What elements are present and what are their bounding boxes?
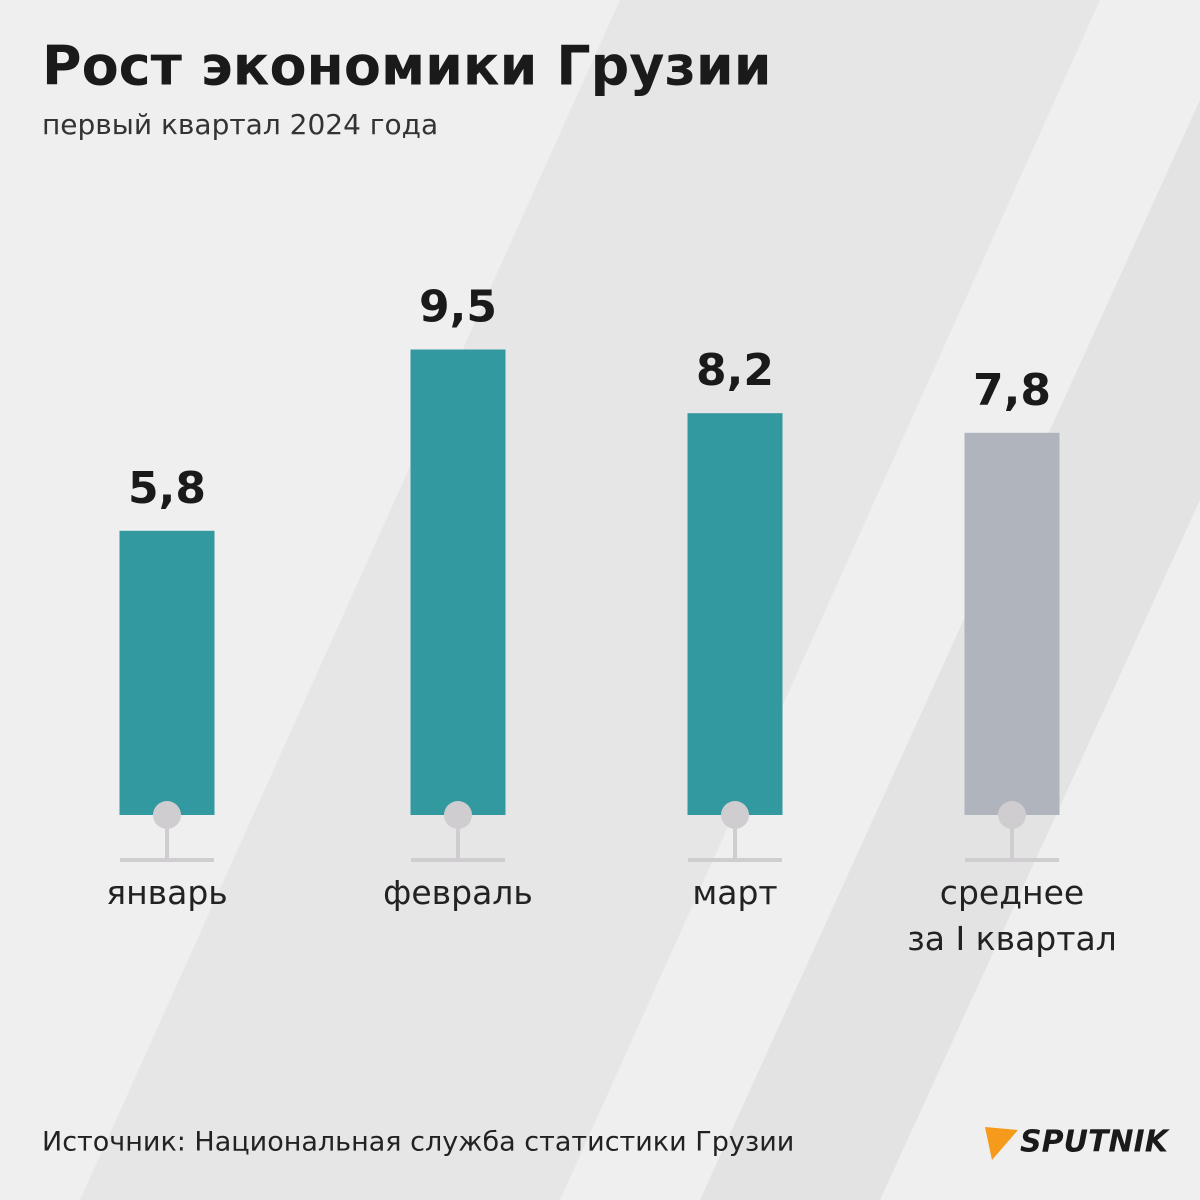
- chart-subtitle: первый квартал 2024 года: [42, 108, 438, 141]
- value-label: 8,2: [696, 345, 774, 396]
- logo-icon: [985, 1127, 1018, 1160]
- dot: [153, 801, 181, 829]
- chart-title: Рост экономики Грузии: [42, 35, 772, 98]
- bg-stripe: [700, 100, 1200, 1200]
- x-tick-label: февраль: [383, 873, 533, 912]
- logo: SPUTNIK: [1020, 1125, 1171, 1160]
- x-tick-label: среднее за I квартал: [907, 873, 1117, 958]
- x-tick-label: март: [692, 873, 778, 912]
- bar: [687, 413, 783, 815]
- bar: [119, 530, 215, 815]
- bg-stripe: [80, 0, 1100, 1200]
- source: Источник: Национальная служба статистики…: [42, 1127, 794, 1158]
- bar: [964, 432, 1060, 815]
- x-tick-label: январь: [106, 873, 228, 912]
- dot: [721, 801, 749, 829]
- value-label: 5,8: [128, 463, 206, 514]
- dot: [998, 801, 1026, 829]
- value-label: 9,5: [419, 282, 497, 333]
- value-label: 7,8: [973, 365, 1051, 416]
- bar: [410, 349, 506, 815]
- dot: [444, 801, 472, 829]
